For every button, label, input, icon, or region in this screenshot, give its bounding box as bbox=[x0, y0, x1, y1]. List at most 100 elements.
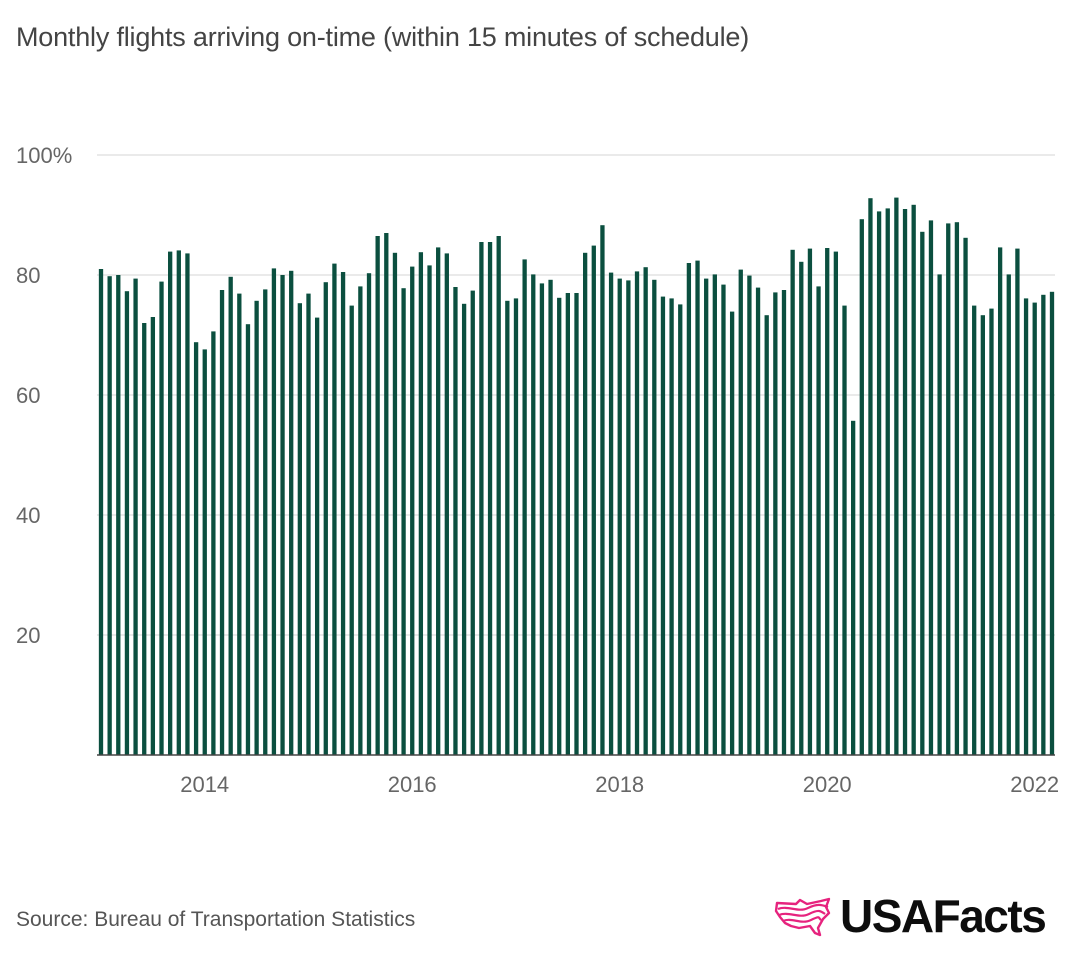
bar bbox=[876, 211, 882, 755]
bar bbox=[652, 279, 657, 755]
bar bbox=[963, 237, 968, 756]
bar bbox=[211, 331, 216, 755]
y-tick-label: 40 bbox=[16, 503, 40, 528]
y-axis-labels: 100% 80 60 40 20 bbox=[16, 143, 72, 648]
bar bbox=[340, 272, 346, 755]
bar bbox=[418, 252, 424, 755]
bar bbox=[306, 293, 311, 755]
bar bbox=[773, 292, 778, 755]
bar bbox=[375, 236, 380, 755]
bar bbox=[332, 263, 337, 755]
bar bbox=[513, 298, 519, 755]
bar bbox=[868, 198, 873, 755]
bar bbox=[548, 279, 553, 755]
bar bbox=[496, 236, 501, 755]
bar bbox=[626, 280, 631, 755]
bar bbox=[608, 272, 614, 755]
bar bbox=[1049, 291, 1055, 755]
bar bbox=[1041, 294, 1046, 755]
bar bbox=[747, 275, 752, 755]
bar bbox=[1006, 274, 1011, 755]
bar bbox=[825, 248, 830, 755]
bar bbox=[721, 284, 726, 755]
bar bbox=[894, 197, 899, 756]
bar bbox=[219, 290, 225, 755]
bar bbox=[989, 308, 994, 755]
bar bbox=[436, 247, 441, 755]
bar bbox=[816, 286, 821, 755]
y-tick-label: 20 bbox=[16, 623, 40, 648]
source-note: Source: Bureau of Transportation Statist… bbox=[16, 908, 416, 931]
bar bbox=[228, 276, 233, 755]
bar bbox=[349, 305, 354, 755]
bar bbox=[583, 252, 588, 756]
us-map-flag-icon bbox=[774, 897, 831, 937]
bar bbox=[790, 249, 795, 756]
bar bbox=[245, 324, 251, 755]
bar bbox=[202, 349, 207, 755]
bar bbox=[842, 305, 847, 755]
bar bbox=[323, 282, 328, 755]
bar bbox=[280, 275, 285, 755]
bar bbox=[972, 305, 977, 755]
bar bbox=[297, 303, 302, 755]
bar bbox=[384, 233, 389, 755]
bar bbox=[263, 289, 268, 755]
bar bbox=[487, 242, 493, 755]
x-axis-labels: 2014 2016 2018 2020 2022 bbox=[180, 772, 1059, 797]
bar bbox=[358, 286, 363, 755]
bar bbox=[807, 248, 813, 755]
bar bbox=[107, 276, 112, 755]
bar bbox=[643, 267, 648, 755]
bar bbox=[686, 263, 692, 755]
bar bbox=[168, 251, 173, 755]
bar bbox=[695, 260, 700, 755]
bar bbox=[600, 225, 605, 755]
bar bbox=[833, 251, 839, 755]
x-tick-label: 2014 bbox=[180, 772, 229, 797]
bar bbox=[150, 317, 156, 755]
bar bbox=[98, 269, 104, 755]
bar bbox=[522, 259, 527, 755]
bar bbox=[505, 300, 510, 755]
bar bbox=[427, 265, 432, 755]
bar bbox=[557, 297, 562, 755]
bar bbox=[660, 296, 666, 755]
y-tick-label: 80 bbox=[16, 263, 40, 288]
bar bbox=[712, 274, 717, 755]
bar bbox=[755, 287, 761, 755]
bar bbox=[237, 293, 242, 755]
bar bbox=[669, 298, 674, 755]
bar bbox=[574, 293, 579, 755]
brand-name: USAFacts bbox=[840, 890, 1047, 942]
y-tick-label: 60 bbox=[16, 383, 40, 408]
bar bbox=[799, 261, 804, 755]
bar bbox=[392, 252, 398, 756]
bar bbox=[470, 290, 475, 755]
bar bbox=[254, 300, 259, 755]
x-tick-label: 2020 bbox=[803, 772, 852, 797]
bar bbox=[565, 293, 570, 755]
bar bbox=[461, 303, 467, 755]
bar bbox=[885, 208, 890, 755]
bar bbox=[980, 315, 985, 755]
bar bbox=[997, 247, 1003, 755]
bar bbox=[479, 242, 484, 755]
bar bbox=[738, 269, 743, 755]
bar bbox=[781, 290, 787, 755]
bar bbox=[410, 266, 415, 755]
x-tick-label: 2016 bbox=[388, 772, 437, 797]
usafacts-logo: USAFacts bbox=[774, 890, 1047, 942]
bar bbox=[678, 304, 683, 755]
bar-chart: 100% 80 60 40 20 2014 2016 2018 2020 2022 bbox=[16, 143, 1059, 797]
bar bbox=[911, 204, 916, 756]
bar bbox=[928, 220, 934, 755]
bar bbox=[401, 288, 406, 755]
y-tick-label: 100% bbox=[16, 143, 72, 168]
bar bbox=[453, 287, 458, 755]
bar bbox=[1032, 302, 1037, 755]
bars bbox=[98, 197, 1055, 756]
bar bbox=[185, 253, 190, 755]
bar bbox=[1023, 298, 1029, 755]
bar bbox=[159, 281, 164, 755]
